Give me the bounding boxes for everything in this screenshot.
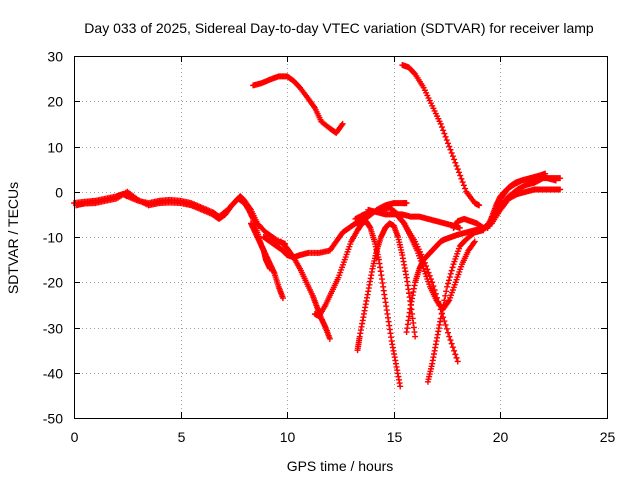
data-point	[557, 186, 564, 193]
x-tick-label: 15	[387, 429, 403, 445]
data-point	[446, 274, 453, 281]
data-point	[443, 137, 450, 144]
data-point	[442, 321, 449, 328]
y-axis-label: SDTVAR / TECUs	[5, 182, 21, 294]
data-point	[449, 264, 456, 271]
data-point	[440, 301, 447, 308]
data-point	[456, 224, 463, 231]
data-point	[439, 306, 446, 313]
y-tick-label: 10	[47, 140, 63, 156]
data-point	[451, 347, 458, 354]
data-point	[338, 122, 345, 129]
data-point	[437, 120, 444, 127]
data-point	[326, 335, 333, 342]
data-point	[441, 130, 448, 137]
x-tick-label: 5	[178, 429, 186, 445]
data-point	[438, 310, 445, 317]
chart-title: Day 033 of 2025, Sidereal Day-to-day VTE…	[84, 20, 594, 36]
data-point	[445, 329, 452, 336]
y-tick-label: -10	[43, 230, 63, 246]
series-arc-3	[247, 220, 274, 272]
data-point	[448, 267, 455, 274]
y-tick-label: -40	[43, 366, 63, 382]
data-point	[552, 177, 559, 184]
data-point	[279, 295, 286, 302]
data-point	[454, 166, 461, 173]
data-point	[311, 103, 318, 110]
y-tick-label: -30	[43, 321, 63, 337]
data-point	[425, 269, 432, 276]
data-point	[437, 315, 444, 322]
data-point	[455, 169, 462, 176]
data-point	[443, 288, 450, 295]
x-tick-label: 25	[600, 429, 616, 445]
series-arc-4	[250, 73, 346, 136]
plot-frame	[74, 56, 608, 419]
data-point	[339, 120, 346, 127]
series-arc-2	[73, 188, 286, 302]
data-point	[453, 354, 460, 361]
data-point	[458, 175, 465, 182]
series-arc-13	[365, 206, 463, 231]
data-point	[454, 358, 461, 365]
data-point	[397, 383, 404, 390]
data-point	[443, 325, 450, 332]
data-point	[448, 340, 455, 347]
series-arc-8	[354, 220, 419, 354]
data-point	[445, 298, 452, 305]
y-tick-label: 20	[47, 94, 63, 110]
data-point	[447, 337, 454, 344]
y-tick-label: 30	[47, 49, 63, 65]
grid	[74, 56, 607, 418]
data-point	[453, 162, 460, 169]
data-point	[452, 351, 459, 358]
x-tick-label: 20	[493, 429, 509, 445]
series-arc-7	[311, 218, 404, 390]
data-point	[476, 202, 483, 209]
data-point	[470, 239, 477, 246]
y-tick-label: -50	[43, 411, 63, 427]
data-point	[445, 280, 452, 287]
data-point	[460, 182, 467, 189]
data-point	[444, 283, 451, 290]
data-point	[451, 156, 458, 163]
y-tick-label: -20	[43, 275, 63, 291]
data-point	[542, 170, 549, 177]
data-point	[440, 127, 447, 134]
data-point	[452, 159, 459, 166]
data-point	[438, 124, 445, 131]
data-point	[441, 297, 448, 304]
data-point	[445, 277, 452, 284]
data-point	[449, 344, 456, 351]
y-tick-label: 0	[55, 185, 63, 201]
x-axis-label: GPS time / hours	[287, 458, 394, 474]
data-point	[442, 133, 449, 140]
data-marks	[71, 62, 564, 390]
data-point	[446, 143, 453, 150]
series-arc-12	[403, 186, 564, 336]
data-point	[462, 185, 469, 192]
data-point	[459, 179, 466, 186]
series-arc-16	[484, 170, 549, 231]
data-point	[448, 149, 455, 156]
data-point	[267, 265, 274, 272]
data-point	[445, 140, 452, 147]
data-point	[446, 333, 453, 340]
axis-ticks: 0 5 10 15 20 25 -50 -40 -30 -20 -10 0 10 20 30	[43, 49, 616, 446]
data-point	[457, 172, 464, 179]
data-point	[403, 200, 410, 207]
data-point	[449, 153, 456, 160]
data-point	[471, 238, 478, 245]
x-tick-label: 10	[280, 429, 296, 445]
data-point	[447, 146, 454, 153]
data-point	[557, 175, 564, 182]
series-arc-11	[399, 62, 483, 209]
data-point	[442, 292, 449, 299]
data-point	[412, 333, 419, 340]
x-tick-label: 0	[71, 429, 79, 445]
data-point	[447, 270, 454, 277]
